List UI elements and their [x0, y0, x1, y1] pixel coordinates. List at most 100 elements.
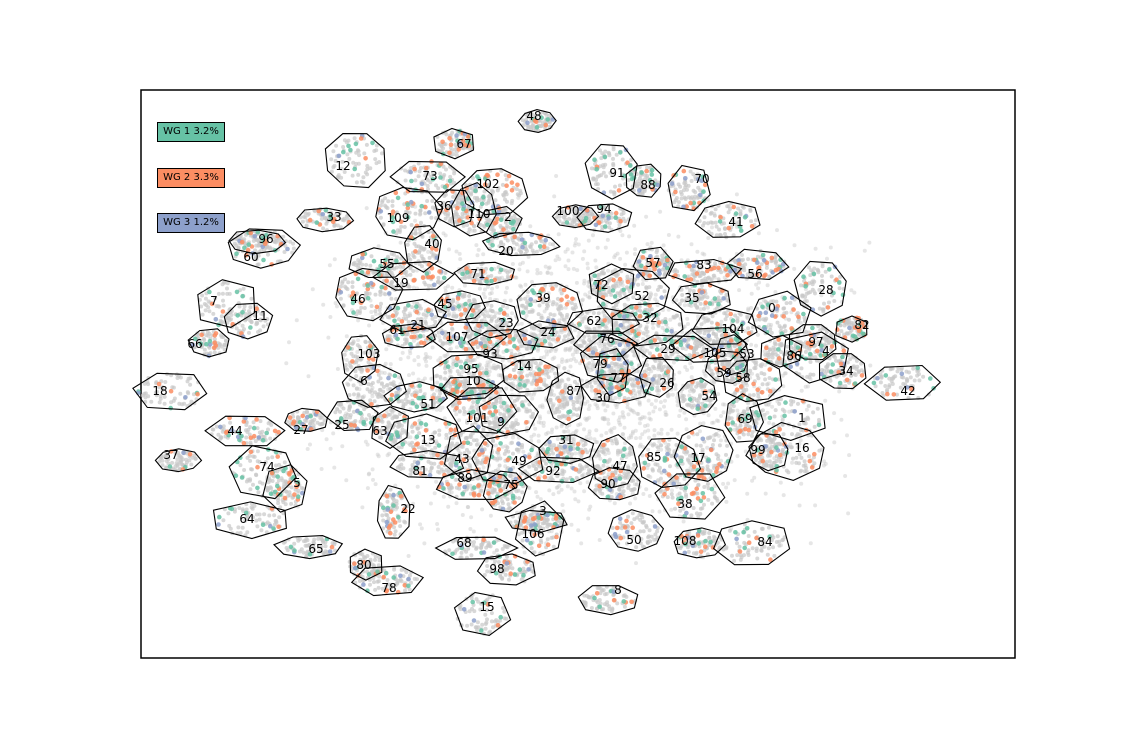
background-point — [474, 442, 479, 447]
background-point — [784, 301, 789, 306]
background-point — [433, 314, 438, 319]
background-point — [398, 240, 403, 245]
background-point — [371, 477, 375, 482]
background-point — [595, 245, 600, 250]
background-point — [532, 333, 537, 338]
background-point — [519, 233, 524, 237]
background-point — [664, 412, 669, 417]
background-point — [581, 443, 586, 448]
background-point — [469, 515, 474, 520]
background-point — [660, 367, 665, 372]
background-point — [517, 462, 522, 467]
background-point — [706, 413, 711, 418]
background-point — [417, 250, 422, 255]
background-point — [718, 438, 723, 443]
background-point — [813, 503, 818, 508]
background-point — [357, 153, 362, 158]
background-point — [651, 409, 656, 414]
background-point — [249, 296, 254, 301]
background-point — [640, 282, 645, 286]
background-point — [561, 509, 566, 514]
background-point — [633, 428, 638, 433]
background-point — [326, 335, 331, 340]
background-point — [706, 236, 711, 240]
background-point — [717, 443, 722, 448]
background-point — [797, 461, 801, 466]
background-point — [434, 479, 439, 484]
background-point — [247, 330, 251, 335]
background-point — [203, 296, 208, 301]
background-point — [695, 249, 700, 254]
background-point — [393, 529, 398, 534]
background-point — [432, 491, 437, 496]
background-point — [618, 422, 623, 427]
background-point — [588, 436, 593, 441]
background-point — [563, 249, 568, 254]
background-point — [602, 401, 607, 406]
background-point — [630, 429, 635, 434]
background-point — [554, 301, 559, 306]
background-point — [346, 280, 351, 285]
background-point — [594, 265, 599, 270]
background-point — [585, 266, 590, 271]
background-point — [546, 375, 551, 380]
background-point — [702, 502, 706, 507]
background-point — [444, 432, 449, 437]
background-point — [369, 304, 374, 308]
background-point — [641, 336, 646, 341]
background-point — [583, 354, 588, 359]
background-point — [402, 312, 407, 317]
background-point — [586, 516, 591, 521]
background-point — [178, 391, 183, 396]
background-point — [712, 438, 716, 443]
background-point — [411, 285, 416, 290]
background-point — [624, 594, 629, 599]
background-point — [676, 234, 681, 239]
background-point — [468, 435, 473, 439]
background-point — [149, 399, 154, 404]
background-point — [603, 408, 608, 413]
background-point — [587, 507, 592, 512]
background-point — [792, 243, 797, 248]
background-point — [529, 438, 534, 443]
background-point — [514, 275, 519, 280]
background-point — [485, 302, 489, 307]
background-point — [520, 303, 525, 308]
background-point — [554, 174, 559, 178]
background-point — [702, 485, 707, 489]
background-point — [488, 513, 493, 518]
background-point — [642, 415, 647, 420]
background-point — [424, 363, 429, 368]
background-point — [501, 606, 505, 610]
background-point — [710, 443, 715, 447]
background-point — [756, 286, 761, 291]
background-point — [769, 330, 774, 335]
background-point — [781, 432, 786, 437]
background-point — [677, 322, 682, 327]
background-point — [804, 469, 809, 474]
background-point — [525, 294, 530, 299]
background-point — [457, 605, 462, 610]
background-point — [460, 513, 465, 517]
background-point — [516, 395, 521, 400]
background-point — [360, 505, 365, 510]
background-point — [344, 334, 349, 339]
background-point — [237, 304, 242, 309]
background-point — [803, 463, 808, 468]
background-point — [645, 466, 650, 470]
background-point — [438, 356, 443, 360]
background-point — [469, 622, 474, 627]
background-point — [471, 529, 476, 534]
background-point — [365, 442, 370, 447]
background-point — [576, 528, 581, 533]
background-point — [564, 315, 569, 320]
background-point — [615, 450, 620, 455]
background-point — [454, 501, 459, 506]
background-point — [708, 435, 713, 440]
background-point — [777, 401, 782, 406]
background-point — [563, 348, 568, 353]
background-point — [241, 286, 246, 291]
background-point — [493, 443, 498, 448]
background-point — [407, 373, 411, 378]
background-point — [632, 410, 637, 415]
